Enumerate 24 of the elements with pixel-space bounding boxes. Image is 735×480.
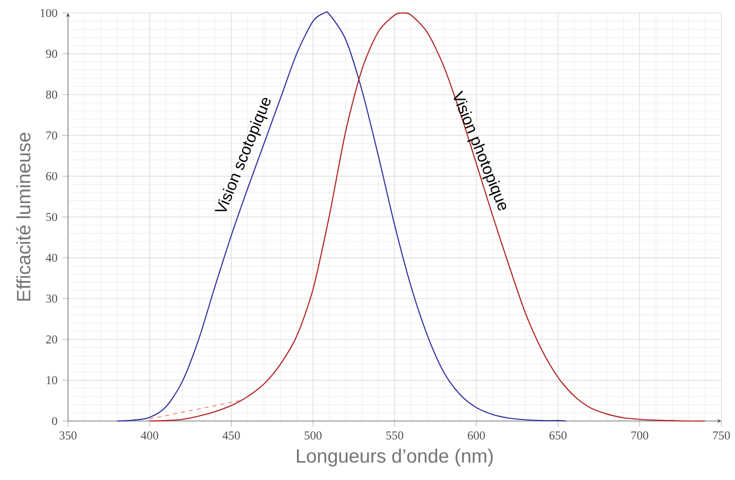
line-series — [116, 12, 567, 422]
y-axis-title: Efficacité lumineuse — [16, 132, 30, 301]
y-tick-label: 30 — [46, 294, 58, 303]
x-tick-label: 450 — [222, 431, 240, 440]
x-axis-title: Longueurs d’onde (nm) — [296, 448, 493, 467]
y-tick-label: 80 — [46, 90, 58, 99]
y-tick-label: 90 — [46, 50, 58, 58]
y-tick-label: 50 — [46, 212, 58, 222]
y-tick-label: 70 — [46, 131, 58, 140]
line-series — [149, 12, 706, 422]
x-tick-label: 700 — [631, 431, 648, 440]
x-tick-label: 550 — [386, 431, 404, 440]
y-tick-label: 40 — [46, 254, 58, 262]
x-tick-label: 500 — [304, 431, 322, 440]
x-tick-label: 650 — [550, 431, 567, 440]
y-tick-label: 10 — [46, 376, 58, 384]
x-tick-label: 350 — [60, 431, 77, 440]
x-tick-label: 600 — [468, 431, 485, 440]
y-tick-label: 60 — [46, 172, 58, 180]
y-tick-label: 0 — [52, 416, 58, 426]
x-tick-label: 750 — [713, 431, 730, 440]
y-tick-label: 100 — [40, 8, 58, 18]
y-tick-label: 20 — [46, 335, 58, 344]
x-tick-label: 400 — [140, 431, 158, 440]
